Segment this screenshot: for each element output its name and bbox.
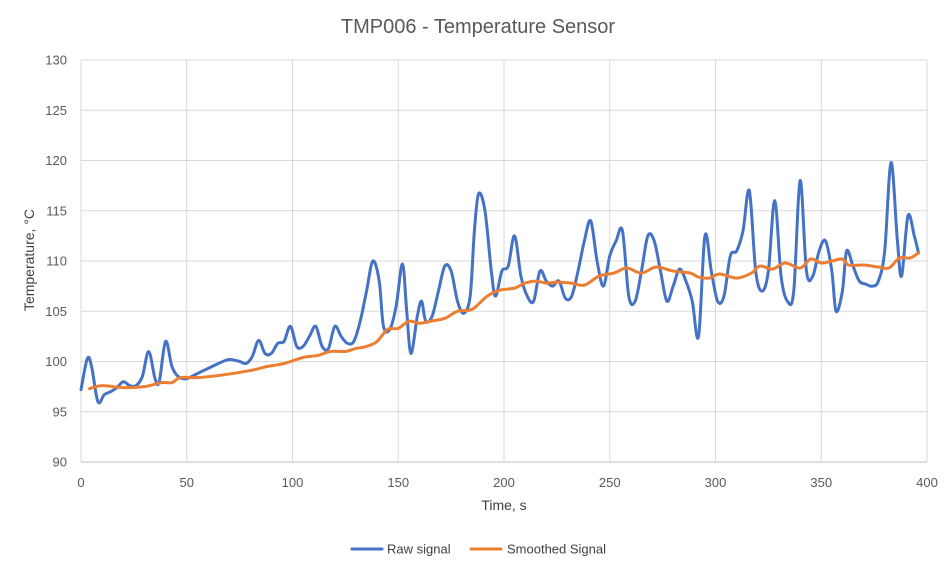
series-line-smoothed-signal bbox=[87, 251, 921, 391]
x-tick-label: 0 bbox=[77, 475, 84, 490]
legend-label-smoothed-signal: Smoothed Signal bbox=[507, 542, 606, 557]
x-axis-title: Time, s bbox=[481, 497, 526, 513]
y-tick-label: 105 bbox=[45, 304, 67, 319]
x-tick-label: 350 bbox=[810, 475, 832, 490]
x-tick-label: 250 bbox=[599, 475, 621, 490]
y-tick-label: 110 bbox=[46, 254, 67, 269]
y-tick-label: 130 bbox=[45, 53, 67, 68]
legend: Raw signal Smoothed Signal bbox=[350, 542, 606, 557]
x-tick-label: 100 bbox=[282, 475, 304, 490]
x-tick-label: 200 bbox=[493, 475, 515, 490]
y-tick-label: 100 bbox=[45, 354, 67, 369]
x-tick-label: 400 bbox=[916, 475, 938, 490]
y-tick-label: 95 bbox=[53, 404, 67, 419]
y-tick-label: 125 bbox=[45, 103, 67, 118]
series-lines bbox=[79, 161, 921, 405]
x-tick-label: 300 bbox=[705, 475, 727, 490]
chart-title: TMP006 - Temperature Sensor bbox=[341, 16, 616, 38]
series-line-raw-signal bbox=[79, 161, 921, 405]
tick-labels: 90 95 100 105 110 115 120 125 130 0 50 100 150 200 250… bbox=[45, 53, 938, 491]
gridlines bbox=[80, 59, 928, 463]
y-axis-title: Temperature, °C bbox=[21, 209, 37, 311]
y-tick-label: 115 bbox=[46, 203, 67, 218]
y-tick-label: 120 bbox=[45, 153, 67, 168]
legend-label-raw-signal: Raw signal bbox=[387, 542, 451, 557]
x-tick-label: 150 bbox=[387, 475, 409, 490]
y-tick-label: 90 bbox=[53, 455, 67, 470]
x-tick-label: 50 bbox=[180, 475, 194, 490]
